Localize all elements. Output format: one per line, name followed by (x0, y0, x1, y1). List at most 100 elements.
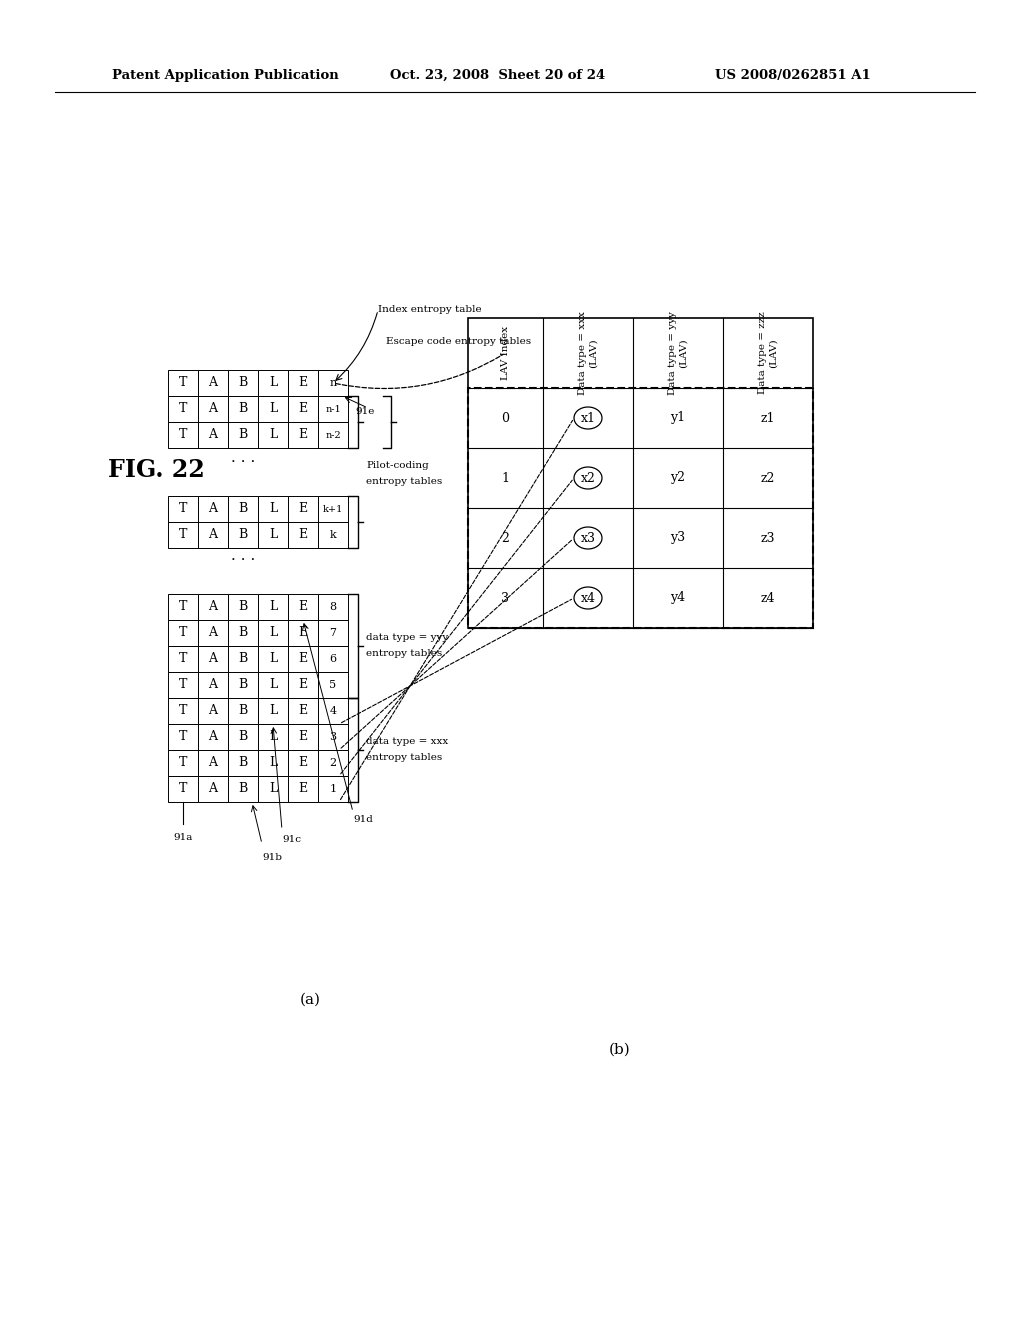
Text: E: E (298, 503, 307, 516)
Text: A: A (209, 403, 217, 416)
Text: 2: 2 (330, 758, 337, 768)
Bar (228, 723, 258, 750)
Text: L: L (269, 730, 278, 743)
Bar (198, 672, 228, 698)
Bar (258, 370, 288, 396)
Text: A: A (209, 705, 217, 718)
Bar (198, 645, 228, 672)
Bar (228, 594, 258, 620)
Text: T: T (179, 705, 187, 718)
Text: · · ·: · · · (230, 553, 255, 568)
Text: y2: y2 (671, 471, 685, 484)
Text: 1: 1 (330, 784, 337, 795)
Text: E: E (298, 601, 307, 614)
Bar (258, 620, 288, 645)
Bar (228, 396, 258, 422)
Bar (168, 422, 198, 447)
Text: L: L (269, 783, 278, 796)
Text: T: T (179, 678, 187, 692)
Ellipse shape (574, 467, 602, 488)
Bar (258, 776, 288, 803)
Text: k+1: k+1 (323, 504, 343, 513)
Text: B: B (239, 429, 248, 441)
Text: L: L (269, 503, 278, 516)
Text: E: E (298, 705, 307, 718)
Text: A: A (209, 503, 217, 516)
Text: 5: 5 (330, 680, 337, 690)
Text: · · ·: · · · (230, 455, 255, 469)
Text: A: A (209, 652, 217, 665)
Text: B: B (239, 601, 248, 614)
Text: 91e: 91e (355, 407, 375, 416)
Text: n-2: n-2 (326, 430, 341, 440)
Text: Index entropy table: Index entropy table (378, 305, 481, 314)
Text: 4: 4 (330, 706, 337, 715)
Bar (228, 645, 258, 672)
Text: Pilot-coding: Pilot-coding (366, 462, 429, 470)
Text: B: B (239, 705, 248, 718)
Text: T: T (179, 652, 187, 665)
Text: x1: x1 (581, 412, 596, 425)
Text: k: k (330, 531, 336, 540)
Bar (318, 521, 348, 548)
Text: T: T (179, 730, 187, 743)
Text: 1: 1 (502, 471, 510, 484)
Text: Data type = zzz
(LAV): Data type = zzz (LAV) (759, 312, 777, 395)
Text: entropy tables: entropy tables (366, 754, 442, 763)
Bar (318, 422, 348, 447)
Bar (468, 388, 813, 628)
Text: T: T (179, 503, 187, 516)
Text: T: T (179, 627, 187, 639)
Bar (228, 750, 258, 776)
Text: B: B (239, 528, 248, 541)
Bar (288, 594, 318, 620)
Text: 91b: 91b (262, 853, 282, 862)
Text: Data type = yyy
(LAV): Data type = yyy (LAV) (669, 312, 688, 395)
Bar (228, 776, 258, 803)
Text: (a): (a) (299, 993, 321, 1007)
Text: B: B (239, 756, 248, 770)
Text: L: L (269, 528, 278, 541)
Text: A: A (209, 429, 217, 441)
Text: 91c: 91c (282, 836, 301, 845)
Text: L: L (269, 403, 278, 416)
Text: A: A (209, 627, 217, 639)
Bar (288, 750, 318, 776)
Bar (258, 750, 288, 776)
Bar (228, 620, 258, 645)
Text: L: L (269, 429, 278, 441)
Text: E: E (298, 528, 307, 541)
Bar (228, 370, 258, 396)
Bar (318, 750, 348, 776)
Text: L: L (269, 705, 278, 718)
Text: L: L (269, 601, 278, 614)
Text: z2: z2 (761, 471, 775, 484)
Bar (198, 750, 228, 776)
Text: E: E (298, 403, 307, 416)
Text: data type = xxx: data type = xxx (366, 738, 449, 747)
Bar (288, 496, 318, 521)
Text: 3: 3 (502, 591, 510, 605)
Text: E: E (298, 783, 307, 796)
Bar (168, 594, 198, 620)
Text: x3: x3 (581, 532, 596, 544)
Text: data type = yyy: data type = yyy (366, 634, 449, 643)
Text: E: E (298, 627, 307, 639)
Text: T: T (179, 429, 187, 441)
Text: 91a: 91a (173, 833, 193, 842)
Text: Patent Application Publication: Patent Application Publication (112, 69, 339, 82)
Bar (258, 496, 288, 521)
Text: A: A (209, 756, 217, 770)
Bar (168, 672, 198, 698)
Bar (198, 521, 228, 548)
Text: T: T (179, 601, 187, 614)
Text: E: E (298, 678, 307, 692)
Text: B: B (239, 678, 248, 692)
Bar (318, 672, 348, 698)
Bar (228, 422, 258, 447)
Bar (198, 594, 228, 620)
Text: T: T (179, 756, 187, 770)
Bar (198, 370, 228, 396)
Text: L: L (269, 756, 278, 770)
Text: Data type = xxx
(LAV): Data type = xxx (LAV) (579, 312, 598, 395)
